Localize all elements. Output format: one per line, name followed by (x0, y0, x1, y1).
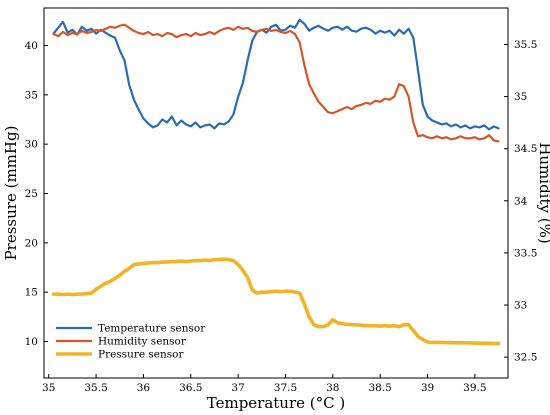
right-y-tick-label: 35 (514, 91, 527, 103)
x-tick-label: 35.5 (84, 382, 107, 394)
x-tick-label: 36.5 (179, 382, 202, 394)
x-axis-title: Temperature (°C ) (207, 394, 346, 412)
right-y-axis-ticks: 32.5 33 33.5 34 34.5 35 35.5 (504, 39, 537, 364)
legend-label: Pressure sensor (98, 349, 184, 361)
left-y-tick-label: 30 (25, 139, 38, 151)
x-axis-ticks: 35 35.5 36 36.5 37 37.5 38 38.5 39 39.5 (42, 374, 487, 394)
legend-label: Temperature sensor (98, 323, 206, 335)
left-y-axis-title: Pressure (mmHg) (2, 126, 20, 261)
x-tick-label: 38 (326, 382, 339, 394)
series-layer (51, 18, 501, 346)
series-line-temperature-sensor (52, 18, 500, 131)
x-tick-label: 35 (42, 382, 55, 394)
x-tick-label: 39 (421, 382, 434, 394)
right-y-tick-label: 34 (514, 195, 528, 207)
right-y-tick-label: 33.5 (514, 247, 537, 259)
right-y-axis-title: Humidity (%) (536, 142, 550, 243)
x-tick-label: 37 (231, 382, 244, 394)
right-y-tick-label: 34.5 (514, 143, 537, 155)
left-y-tick-label: 15 (25, 287, 38, 299)
right-y-tick-label: 35.5 (514, 39, 537, 51)
left-y-tick-label: 25 (25, 188, 38, 200)
x-tick-label: 39.5 (463, 382, 486, 394)
right-y-tick-label: 32.5 (514, 352, 537, 364)
left-y-tick-label: 10 (25, 336, 38, 348)
legend-label: Humidity sensor (98, 336, 187, 348)
x-tick-label: 36 (137, 382, 151, 394)
left-y-tick-label: 20 (25, 237, 38, 249)
left-y-axis-ticks: 10 15 20 25 30 35 40 (25, 40, 48, 348)
left-y-tick-label: 35 (25, 89, 38, 101)
series-line-pressure-sensor (51, 257, 501, 346)
x-tick-label: 38.5 (368, 382, 391, 394)
x-tick-label: 37.5 (274, 382, 297, 394)
series-line-humidity-sensor (52, 23, 500, 143)
left-y-tick-label: 40 (25, 40, 38, 52)
right-y-tick-label: 33 (514, 300, 527, 312)
